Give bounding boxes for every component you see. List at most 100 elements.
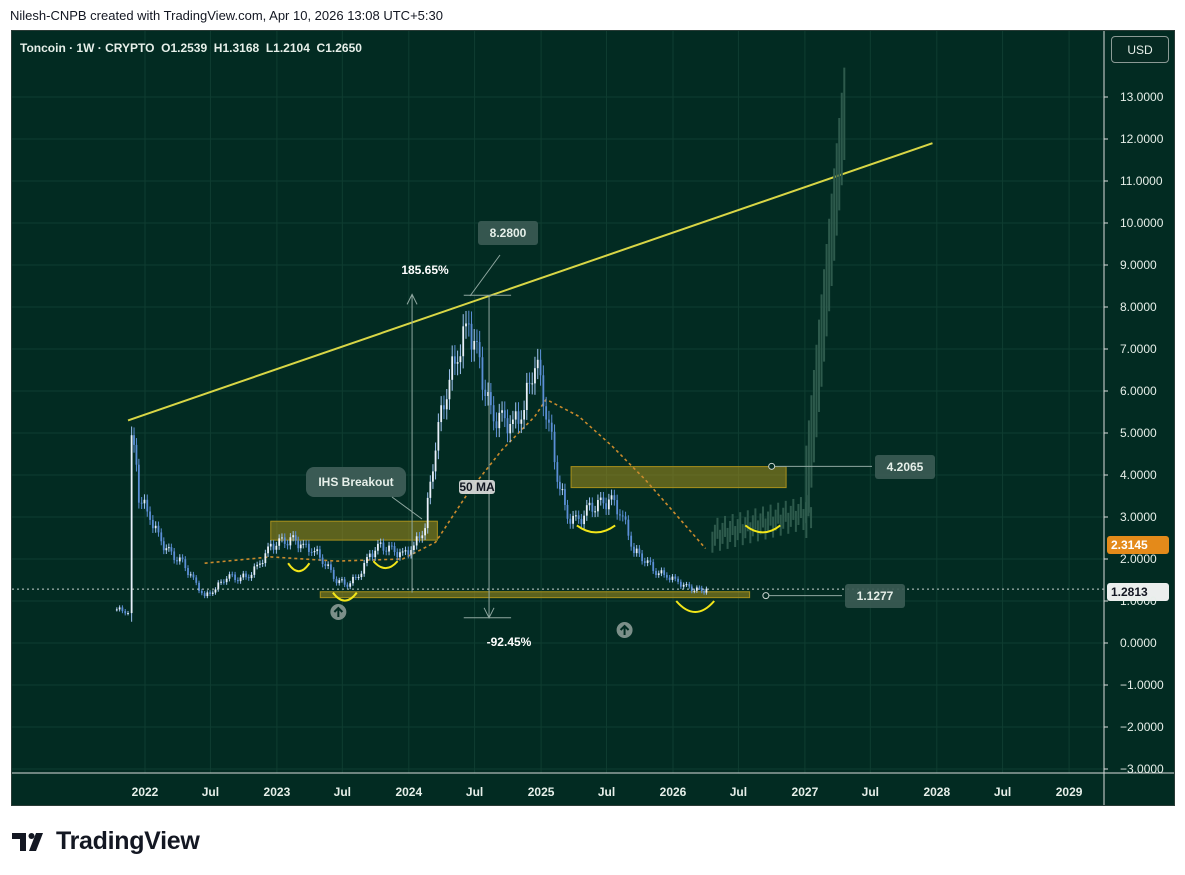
candle-body bbox=[588, 502, 591, 506]
rising-trendline bbox=[127, 142, 933, 422]
candle-body bbox=[517, 411, 520, 424]
candle-body bbox=[693, 590, 696, 592]
currency-button[interactable]: USD bbox=[1111, 36, 1169, 63]
candle-body bbox=[368, 553, 371, 558]
candle-body bbox=[646, 560, 649, 563]
candle-body bbox=[203, 593, 206, 597]
symbol-title: Toncoin · 1W · CRYPTO O1.2539 H1.3168 L1… bbox=[20, 41, 362, 55]
candle-body bbox=[253, 566, 256, 575]
candle-body bbox=[674, 576, 677, 579]
candle-body bbox=[354, 576, 357, 578]
candle-body bbox=[154, 525, 157, 529]
candle-body bbox=[665, 574, 668, 578]
candle-body bbox=[173, 551, 176, 561]
candle-body bbox=[239, 577, 242, 582]
time-axis-label: 2022 bbox=[132, 785, 159, 799]
peak-price-label-bg bbox=[478, 221, 538, 245]
candle-body bbox=[341, 579, 343, 581]
candle-body bbox=[187, 568, 189, 576]
time-axis-label: 2027 bbox=[792, 785, 819, 799]
candle-body bbox=[688, 584, 691, 587]
ihs-callout-pointer bbox=[391, 496, 423, 520]
candle-body bbox=[305, 543, 307, 545]
candle-body bbox=[577, 515, 580, 519]
candle-body bbox=[393, 545, 396, 553]
time-axis-label: 2028 bbox=[923, 785, 950, 799]
candle-body bbox=[509, 423, 512, 434]
candle-body bbox=[585, 505, 588, 516]
candle-body bbox=[443, 405, 445, 410]
candle-body bbox=[231, 574, 234, 576]
candle-body bbox=[597, 500, 599, 512]
candle-body bbox=[198, 582, 200, 591]
candle-body bbox=[462, 326, 465, 357]
candle-body bbox=[424, 528, 426, 536]
candle-body bbox=[594, 511, 597, 513]
candle-body bbox=[432, 471, 434, 482]
candle-body bbox=[371, 553, 374, 558]
time-axis-label: 2023 bbox=[264, 785, 291, 799]
candle-body bbox=[638, 548, 641, 554]
candle-body bbox=[705, 588, 708, 593]
candle-body bbox=[206, 592, 209, 597]
candle-body bbox=[459, 356, 462, 363]
price-axis-label: 5.0000 bbox=[1120, 426, 1157, 440]
candle-body bbox=[437, 422, 440, 451]
candle-body bbox=[501, 410, 503, 413]
candle-body bbox=[453, 356, 456, 364]
last-price-label: 1.2813 bbox=[1111, 585, 1148, 599]
price-axis-label: 0.0000 bbox=[1120, 636, 1157, 650]
candle-body bbox=[214, 589, 217, 593]
candle-body bbox=[349, 583, 352, 587]
tradingview-logo[interactable]: TradingView bbox=[12, 827, 200, 856]
candle-body bbox=[465, 323, 467, 327]
candle-body bbox=[307, 543, 310, 552]
price-axis-label: 9.0000 bbox=[1120, 258, 1157, 272]
candle-body bbox=[467, 323, 470, 325]
candle-body bbox=[176, 560, 178, 562]
candle-body bbox=[610, 495, 613, 500]
candle-body bbox=[316, 549, 319, 552]
candle-body bbox=[335, 578, 338, 584]
current-price-label: 2.3145 bbox=[1111, 538, 1148, 552]
support-price-label: 1.1277 bbox=[857, 589, 894, 603]
candle-body bbox=[250, 574, 253, 579]
drawings bbox=[127, 67, 933, 599]
time-axis-label: Jul bbox=[466, 785, 483, 799]
candle-body bbox=[162, 541, 165, 551]
candle-body bbox=[286, 543, 289, 546]
candle-body bbox=[146, 499, 149, 512]
candle-body bbox=[299, 544, 302, 549]
grid bbox=[12, 31, 1104, 773]
candle-body bbox=[170, 547, 173, 552]
candle-body bbox=[534, 368, 536, 384]
support-price-label-bg bbox=[845, 584, 905, 608]
candle-body bbox=[143, 499, 146, 504]
candle-body bbox=[357, 577, 360, 579]
price-axis-label: 4.0000 bbox=[1120, 468, 1157, 482]
candle-body bbox=[556, 462, 559, 482]
candle-body bbox=[690, 586, 693, 592]
candle-body bbox=[236, 579, 239, 582]
resistance-anchor bbox=[768, 462, 776, 470]
candle-body bbox=[160, 532, 163, 542]
candle-body bbox=[396, 552, 399, 558]
candle-body bbox=[514, 411, 517, 420]
peak-pointer bbox=[469, 254, 501, 297]
current-price-label-bg bbox=[1107, 536, 1169, 554]
candle-body bbox=[388, 545, 390, 552]
candle-body bbox=[550, 422, 553, 432]
price-chart[interactable]: 8.2800 4.2065 1.1277 2.3145 1.2813 50 MA IHS B… bbox=[12, 31, 1175, 806]
candle-body bbox=[407, 550, 410, 555]
candle-body bbox=[297, 540, 300, 549]
time-axis-label: Jul bbox=[598, 785, 615, 799]
candle-body bbox=[599, 497, 602, 501]
up-arrow-glyph bbox=[333, 606, 344, 617]
price-axis-label: 3.0000 bbox=[1120, 510, 1157, 524]
candle-body bbox=[418, 536, 421, 539]
chart-panel[interactable]: 8.2800 4.2065 1.1277 2.3145 1.2813 50 MA IHS B… bbox=[11, 30, 1175, 806]
candle-body bbox=[192, 574, 195, 578]
candle-body bbox=[492, 405, 495, 422]
candle-body bbox=[503, 410, 506, 419]
candle-body bbox=[655, 570, 657, 575]
